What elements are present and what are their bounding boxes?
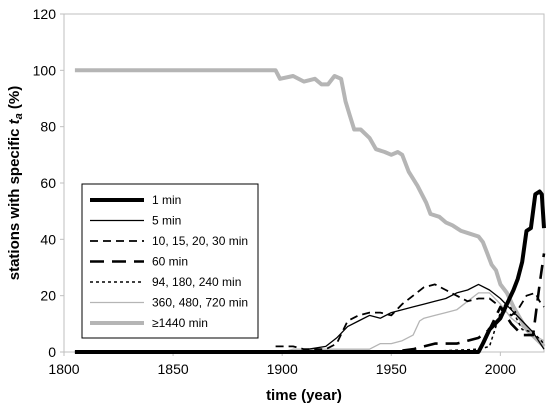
x-axis-title: time (year) — [266, 387, 342, 404]
y-tick-label: 60 — [40, 175, 56, 191]
series-line-4 — [359, 253, 545, 352]
legend-label: 60 min — [152, 255, 188, 269]
x-tick-label: 2000 — [485, 361, 516, 377]
x-tick-label: 1800 — [48, 361, 79, 377]
series-line-3 — [276, 284, 544, 349]
x-tick-label: 1950 — [376, 361, 407, 377]
y-tick-label: 80 — [40, 119, 56, 135]
legend-label: 94, 180, 240 min — [152, 275, 241, 289]
x-tick-label: 1850 — [158, 361, 189, 377]
x-tick-label: 1900 — [267, 361, 298, 377]
legend: 1 min 5 min 10, 15, 20, 30 min 60 min 94, 18… — [82, 184, 258, 338]
y-tick-label: 100 — [33, 62, 57, 78]
legend-label: 5 min — [152, 214, 181, 228]
y-tick-label: 20 — [40, 288, 56, 304]
legend-label: 360, 480, 720 min — [152, 296, 248, 310]
y-axis-title: stations with specific ta (%) — [6, 86, 25, 281]
legend-label: 10, 15, 20, 30 min — [152, 234, 248, 248]
legend-label: ≥1440 min — [152, 316, 208, 330]
y-tick-label: 120 — [33, 6, 57, 22]
y-tick-label: 40 — [40, 231, 56, 247]
y-tick-label: 0 — [48, 344, 56, 360]
legend-label: 1 min — [152, 193, 181, 207]
